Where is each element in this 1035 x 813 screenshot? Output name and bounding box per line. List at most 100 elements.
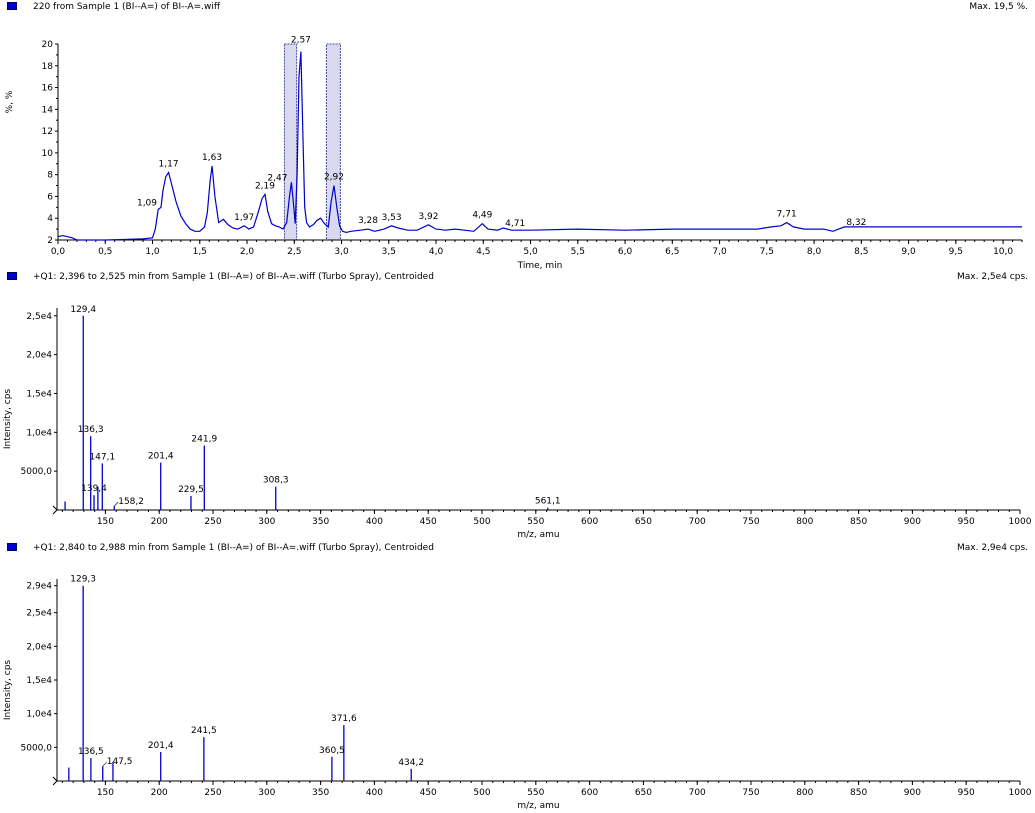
peak-label: 434,2 [398, 758, 424, 768]
x-tick-label: 250 [204, 517, 221, 527]
x-tick-label: 2,0 [240, 247, 255, 257]
series-color-swatch [7, 543, 17, 551]
x-tick-label: 7,0 [712, 247, 727, 257]
y-tick-label: 20 [42, 40, 54, 50]
y-tick-label: 6 [47, 192, 53, 202]
x-axis-title: m/z, amu [517, 530, 559, 540]
spectrum1-max-label: Max. 2,5e4 cps. [957, 272, 1028, 282]
spectrum1-title: +Q1: 2,396 to 2,525 min from Sample 1 (B… [33, 272, 434, 282]
x-tick-label: 3,5 [382, 247, 396, 257]
y-axis-title: Intensity, cps [3, 389, 13, 450]
peak-label: 201,4 [148, 741, 174, 751]
x-tick-label: 800 [796, 788, 813, 798]
peak-label: 129,3 [70, 575, 96, 585]
peak-label: 561,1 [535, 497, 561, 507]
axis-origin-marker [52, 505, 58, 515]
x-tick-label: 400 [366, 788, 383, 798]
x-tick-label: 850 [850, 517, 867, 527]
y-tick-label: 5000,0 [21, 467, 53, 477]
chromatogram-header: 220 from Sample 1 (BI--A=) of BI--A=.wif… [0, 0, 1035, 14]
x-tick-label: 500 [473, 517, 490, 527]
peak-label: 2,19 [255, 181, 275, 191]
spectrum2-chart[interactable]: 5000,0 1,0e4 1,5e4 2,0e4 2,5e4 2,9e4 150 200 250… [0, 541, 1035, 813]
y-tick-label: 18 [42, 62, 54, 72]
selection-range-1 [283, 43, 298, 241]
y-axis-title: Intensity, cps [3, 660, 13, 721]
peak-label: 147,1 [89, 452, 115, 462]
x-tick-label: 300 [258, 517, 275, 527]
x-tick-label: 300 [258, 788, 275, 798]
peak-label: 201,4 [148, 452, 174, 462]
peak-label: 1,63 [202, 153, 222, 163]
x-tick-label: 900 [904, 517, 921, 527]
peak-label: 1,97 [234, 213, 254, 223]
peak-label: 360,5 [319, 746, 345, 756]
x-tick-label: 850 [850, 788, 867, 798]
spectrum1-chart[interactable]: 5000,0 1,0e4 1,5e4 2,0e4 2,5e4 150 200 250 300 35… [0, 270, 1035, 540]
x-tick-label: 4,5 [476, 247, 490, 257]
x-tick-label: 450 [420, 788, 437, 798]
y-tick-label: 2,9e4 [26, 582, 52, 592]
axis-origin-marker [52, 776, 58, 786]
label-leader [102, 761, 107, 767]
x-tick-label: 800 [796, 517, 813, 527]
peak-label: 3,53 [382, 213, 402, 223]
x-tick-label: 150 [97, 517, 114, 527]
peak-label: 4,71 [505, 219, 525, 229]
peak-label: 1,09 [137, 198, 157, 208]
x-tick-label: 600 [581, 788, 598, 798]
peak-label: 1,17 [159, 159, 179, 169]
label-leader [114, 501, 119, 507]
chromatogram-chart[interactable]: 2 4 6 8 10 12 14 16 18 20 0,0 0,5 1,0 1,5 2,0 2,5 3,0 3,5… [0, 0, 1035, 271]
peak-label: 136,3 [78, 425, 104, 435]
x-tick-label: 550 [527, 788, 544, 798]
x-tick-label: 4,0 [429, 247, 444, 257]
peak-label: 241,9 [191, 435, 217, 445]
y-tick-label: 12 [42, 127, 53, 137]
y-tick-label: 1,0e4 [26, 428, 52, 438]
spectrum2-title: +Q1: 2,840 to 2,988 min from Sample 1 (B… [33, 543, 434, 553]
y-tick-label: 2,0e4 [26, 351, 52, 361]
x-tick-label: 8,5 [854, 247, 868, 257]
chromatogram-title: 220 from Sample 1 (BI--A=) of BI--A=.wif… [33, 2, 221, 12]
peak-label: 8,32 [846, 218, 866, 228]
x-tick-label: 0,0 [51, 247, 66, 257]
x-tick-label: 500 [473, 788, 490, 798]
x-tick-label: 3,0 [334, 247, 349, 257]
x-tick-label: 900 [904, 788, 921, 798]
y-tick-label: 10 [42, 149, 54, 159]
x-tick-label: 5,0 [523, 247, 538, 257]
y-tick-label: 1,5e4 [26, 389, 52, 399]
y-tick-label: 16 [42, 84, 54, 94]
x-tick-label: 950 [958, 517, 975, 527]
x-tick-label: 200 [151, 517, 168, 527]
peak-label: 241,5 [191, 726, 217, 736]
selection-range-2 [325, 43, 341, 241]
x-tick-label: 200 [151, 788, 168, 798]
peak-label: 129,4 [70, 305, 96, 315]
y-tick-label: 2,5e4 [26, 609, 52, 619]
peak-label: 3,92 [418, 212, 438, 222]
x-tick-label: 250 [204, 788, 221, 798]
y-tick-label: 2,5e4 [26, 312, 52, 322]
peak-label: 7,71 [777, 210, 797, 220]
y-tick-label: 2,0e4 [26, 642, 52, 652]
peak-label: 2,47 [267, 173, 287, 183]
spectrum2-max-label: Max. 2,9e4 cps. [957, 543, 1028, 553]
x-tick-label: 10,0 [993, 247, 1013, 257]
peak-label: 139,4 [81, 484, 107, 494]
x-tick-label: 750 [742, 517, 759, 527]
x-tick-label: 1,5 [193, 247, 207, 257]
x-tick-label: 1000 [1009, 517, 1032, 527]
spectrum2-header: +Q1: 2,840 to 2,988 min from Sample 1 (B… [0, 541, 1035, 555]
x-tick-label: 9,5 [949, 247, 963, 257]
x-tick-label: 6,0 [618, 247, 633, 257]
series-color-swatch [7, 2, 17, 10]
x-tick-label: 700 [689, 788, 706, 798]
peak-label: 4,49 [472, 211, 492, 221]
peak-label: 3,28 [358, 216, 378, 226]
y-tick-label: 8 [47, 171, 53, 181]
x-tick-label: 650 [635, 788, 652, 798]
x-axis-title: Time, min [517, 261, 563, 271]
y-axis-title: %, % [5, 90, 15, 113]
